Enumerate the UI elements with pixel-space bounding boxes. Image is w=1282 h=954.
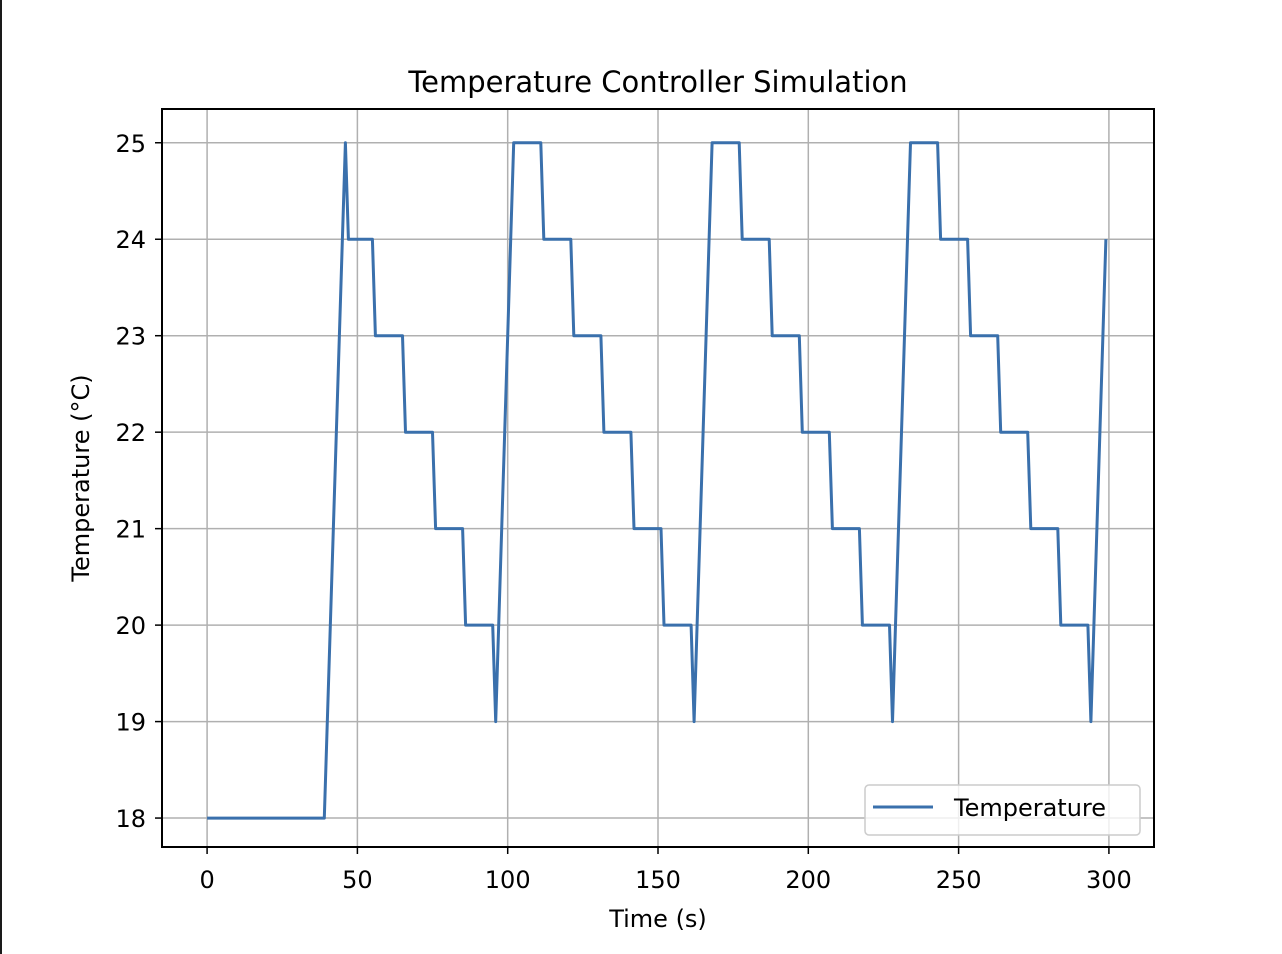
y-tick-label-24: 24 [115, 226, 146, 254]
grid-lines [162, 109, 1154, 847]
y-tick-label-22: 22 [115, 419, 146, 447]
x-tick-label-50: 50 [342, 866, 373, 894]
legend-label-temperature: Temperature [953, 794, 1106, 822]
y-tick-label-18: 18 [115, 805, 146, 833]
x-tick-label-100: 100 [485, 866, 531, 894]
y-axis-ticks: 18 19 20 21 22 23 24 25 [115, 130, 162, 833]
x-tick-label-150: 150 [635, 866, 681, 894]
series-line-temperature [207, 141, 1108, 820]
chart-title: Temperature Controller Simulation [407, 65, 907, 99]
x-axis-label: Time (s) [608, 905, 707, 933]
y-tick-label-20: 20 [115, 612, 146, 640]
y-tick-label-23: 23 [115, 323, 146, 351]
y-axis-label: Temperature (°C) [67, 374, 95, 582]
x-tick-label-200: 200 [785, 866, 831, 894]
y-tick-label-25: 25 [115, 130, 146, 158]
window-edge [0, 0, 2, 954]
legend: Temperature [864, 784, 1141, 836]
legend-box [864, 784, 1141, 836]
y-tick-label-21: 21 [115, 516, 146, 544]
x-tick-label-0: 0 [199, 866, 214, 894]
y-tick-label-19: 19 [115, 709, 146, 737]
x-tick-label-300: 300 [1086, 866, 1132, 894]
x-tick-label-250: 250 [936, 866, 982, 894]
x-axis-ticks: 0 50 100 150 200 250 300 [199, 847, 1132, 894]
